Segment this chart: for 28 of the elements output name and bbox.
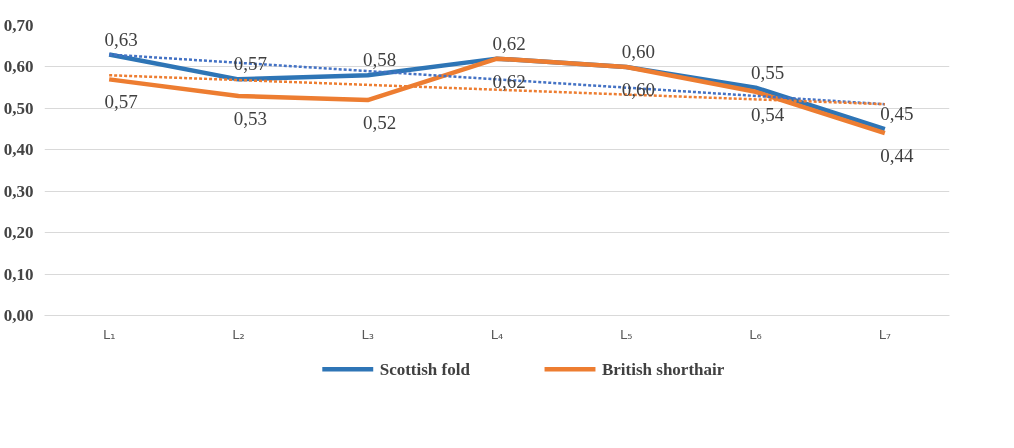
x-tick-label: L₄ <box>490 326 504 342</box>
legend-label: Scottish fold <box>379 359 471 379</box>
y-tick-label: 0,30 <box>3 181 34 201</box>
y-tick-label: 0,70 <box>3 16 34 35</box>
x-tick-label: L₇ <box>878 326 892 342</box>
data-label: 0,52 <box>363 112 397 134</box>
x-tick-label: L₃ <box>361 326 374 342</box>
x-tick-label: L₂ <box>232 326 245 342</box>
y-tick-label: 0,00 <box>3 306 34 325</box>
data-label: 0,58 <box>363 49 397 71</box>
x-tick-label: L₁ <box>102 326 116 342</box>
y-tick-label: 0,40 <box>3 140 34 160</box>
y-tick-label: 0,50 <box>3 98 34 118</box>
y-tick-label: 0,60 <box>3 57 34 77</box>
x-tick-label: L₆ <box>749 326 762 342</box>
legend-label: British shorthair <box>601 359 725 379</box>
data-label: 0,53 <box>233 107 268 129</box>
y-tick-label: 0,20 <box>3 223 34 243</box>
data-label: 0,44 <box>880 145 914 167</box>
data-label: 0,63 <box>104 28 138 50</box>
x-tick-label: L₅ <box>620 326 633 342</box>
data-label: 0,55 <box>750 61 785 83</box>
data-label: 0,60 <box>621 40 655 62</box>
data-label: 0,62 <box>492 32 526 54</box>
data-label: 0,54 <box>750 103 785 125</box>
data-label: 0,45 <box>880 103 914 125</box>
y-tick-label: 0,10 <box>3 264 34 284</box>
data-label: 0,57 <box>104 91 138 113</box>
